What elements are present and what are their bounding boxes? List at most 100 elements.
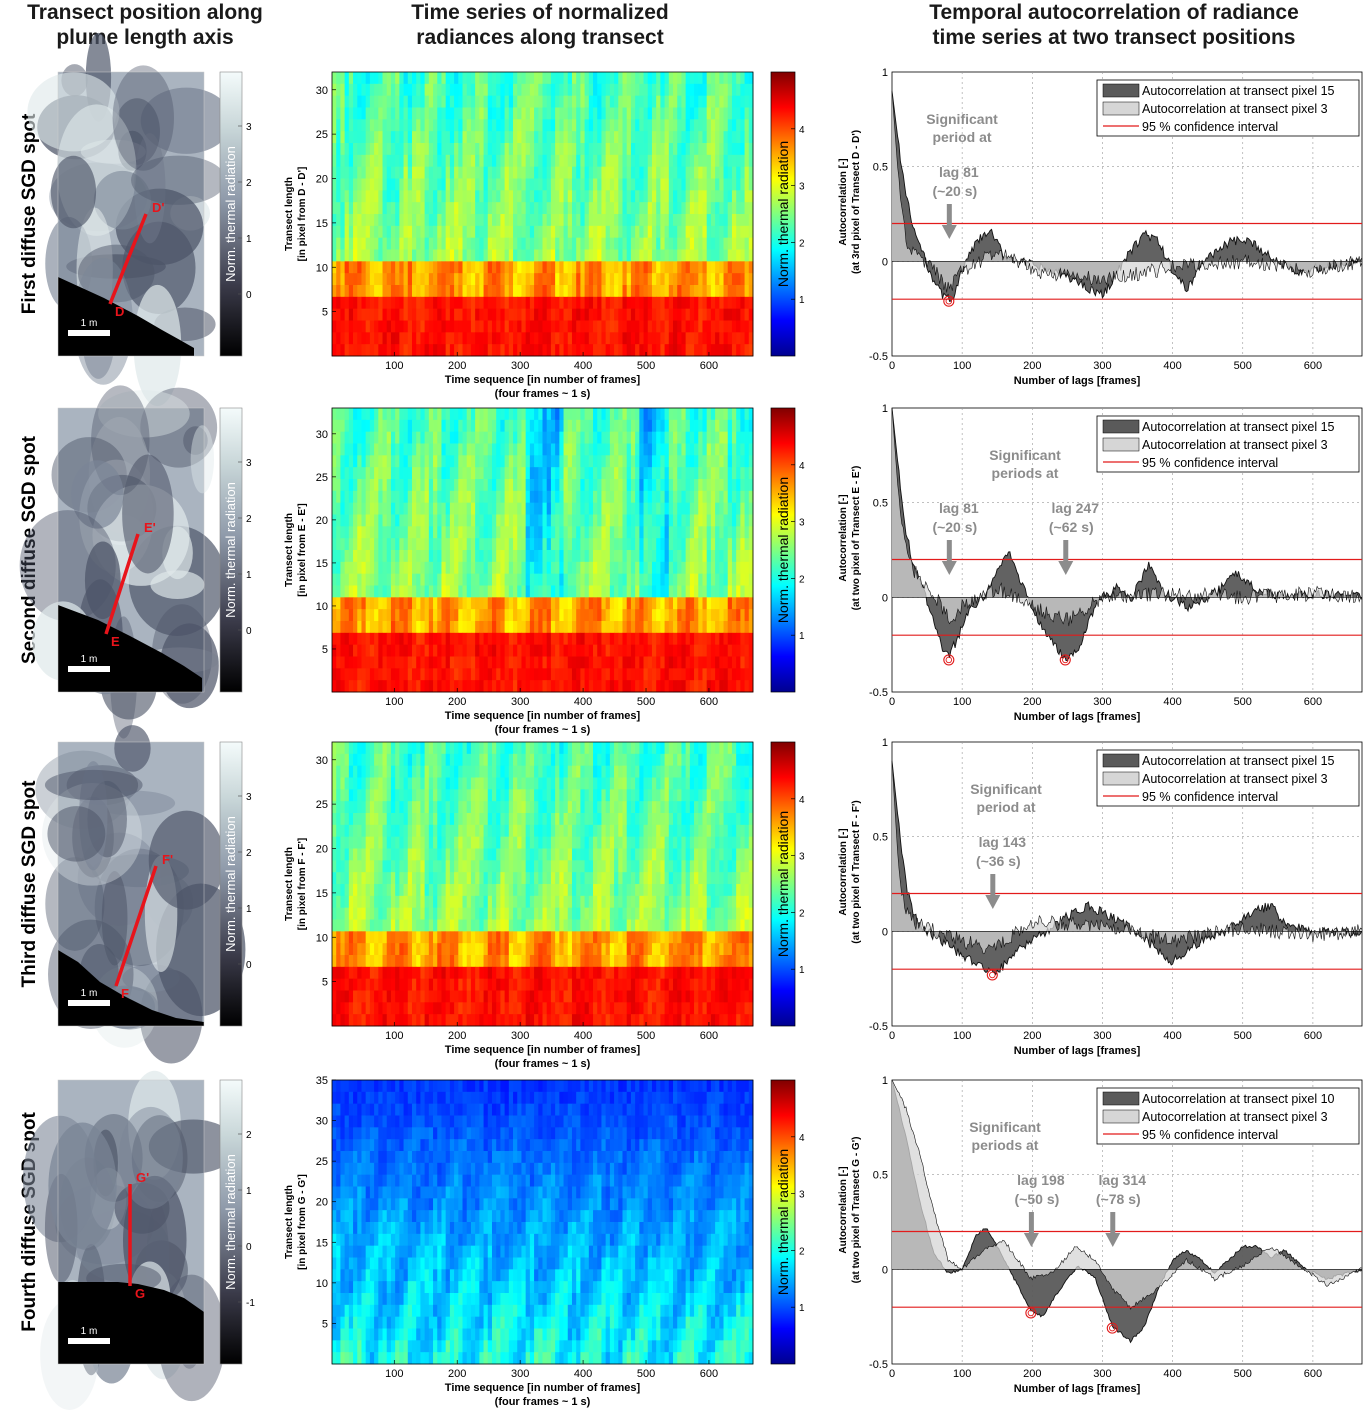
heatmap-cell xyxy=(597,190,602,203)
heatmap-cell xyxy=(698,95,703,108)
heatmap-cell xyxy=(731,261,737,274)
heatmap-cell xyxy=(517,408,522,421)
heatmap-cell xyxy=(382,119,388,132)
heatmap-cell xyxy=(470,308,476,321)
heatmap-cell xyxy=(508,621,514,634)
heatmap-cell xyxy=(462,609,468,622)
heatmap-cell xyxy=(559,178,564,191)
heatmap-cell xyxy=(529,656,535,669)
heatmap-cell xyxy=(449,296,455,310)
heatmap-cell xyxy=(428,131,434,144)
heatmap-cell xyxy=(546,308,552,321)
heatmap-cell xyxy=(374,573,379,586)
heatmap-cell xyxy=(639,419,644,433)
heatmap-cell xyxy=(340,597,346,610)
heatmap-cell xyxy=(529,502,535,515)
heatmap-cell xyxy=(694,178,699,191)
heatmap-cell xyxy=(542,419,548,433)
heatmap-cell xyxy=(681,573,687,586)
heatmap-cell xyxy=(571,72,577,85)
heatmap-cell xyxy=(559,490,564,504)
heatmap-cell xyxy=(748,597,754,610)
heatmap-cell xyxy=(521,573,527,586)
heatmap-cell xyxy=(534,249,539,262)
heatmap-cell xyxy=(723,455,729,468)
heatmap-cell xyxy=(740,621,745,634)
heatmap-cell xyxy=(740,154,745,168)
heatmap-cell xyxy=(407,214,413,227)
heatmap-cell xyxy=(500,526,506,539)
heatmap-cell xyxy=(479,166,484,179)
heatmap-cell xyxy=(580,344,585,357)
heatmap-cell xyxy=(357,237,362,250)
heatmap-cell xyxy=(609,296,615,310)
heatmap-cell xyxy=(357,320,362,333)
heatmap-cell xyxy=(361,202,367,215)
heatmap-cell xyxy=(529,296,535,310)
heatmap-cell xyxy=(601,237,607,250)
heatmap-cell xyxy=(571,95,577,108)
heatmap-cell xyxy=(614,320,619,333)
heatmap-cell xyxy=(521,178,527,191)
heatmap-cell xyxy=(411,320,417,333)
acf-y-tick: -0.5 xyxy=(869,687,888,699)
heatmap-cell xyxy=(542,190,548,203)
heatmap-cell xyxy=(332,119,337,132)
heatmap-cell xyxy=(357,550,362,563)
heatmap-cell xyxy=(588,344,594,357)
heatmap-cell xyxy=(386,644,392,657)
heatmap-cell xyxy=(361,502,367,515)
heatmap-cell xyxy=(740,490,745,504)
heatmap-cell xyxy=(433,585,438,598)
heatmap-cell xyxy=(403,285,409,298)
heatmap-cell xyxy=(433,573,438,586)
heatmap-cell xyxy=(344,526,350,539)
heatmap-cell xyxy=(559,632,564,646)
heatmap-cell xyxy=(651,83,657,97)
heatmap-cell xyxy=(369,166,375,179)
heatmap-cell xyxy=(449,344,455,357)
heatmap-cell xyxy=(369,308,375,321)
heatmap-cell xyxy=(534,632,539,646)
heatmap-cell xyxy=(673,514,678,527)
heatmap-cell xyxy=(706,609,712,622)
heatmap-cell xyxy=(681,502,687,515)
heatmap-cell xyxy=(483,561,489,575)
heatmap-cell xyxy=(332,742,337,755)
heatmap-cell xyxy=(639,490,644,504)
heatmap-cell xyxy=(614,119,619,132)
heatmap-cell xyxy=(416,273,421,286)
heatmap-cell xyxy=(626,656,632,669)
heatmap-cell xyxy=(348,344,354,357)
heatmap-cell xyxy=(635,621,640,634)
heatmap-cell xyxy=(723,249,729,262)
heatmap-cell xyxy=(504,479,510,492)
heatmap-cell xyxy=(647,431,653,444)
heatmap-cell xyxy=(458,296,463,310)
heatmap-cell xyxy=(416,573,421,586)
heatmap-cell xyxy=(706,419,712,433)
heatmap-cell xyxy=(445,143,451,156)
heatmap-cell xyxy=(630,644,636,657)
heatmap-cell xyxy=(643,431,649,444)
heatmap-cell xyxy=(647,154,653,168)
heatmap-cell xyxy=(382,131,388,144)
heatmap-cell xyxy=(348,561,354,575)
heatmap-cell xyxy=(428,154,434,168)
heatmap-cell xyxy=(420,166,426,179)
heatmap-cell xyxy=(550,143,556,156)
heatmap-cell xyxy=(479,502,484,515)
heatmap-cell xyxy=(706,249,712,262)
heatmap-cell xyxy=(694,296,699,310)
heatmap-cell xyxy=(630,490,636,504)
heatmap-cell xyxy=(517,225,522,239)
heatmap-cell xyxy=(656,621,661,634)
heatmap-cell xyxy=(458,178,463,191)
heatmap-cell xyxy=(656,178,661,191)
heatmap-cell xyxy=(411,154,417,168)
heatmap-cell xyxy=(643,621,649,634)
heatmap-cell xyxy=(521,550,527,563)
heatmap-cell xyxy=(504,656,510,669)
heatmap-cell xyxy=(424,467,430,480)
